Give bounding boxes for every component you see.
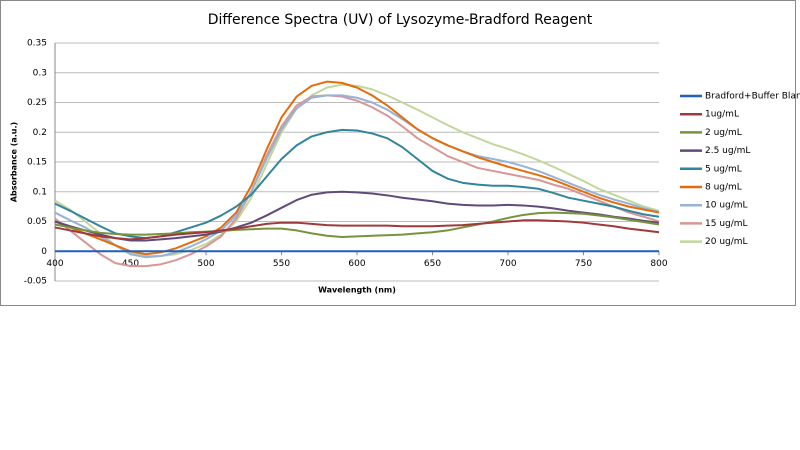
y-tick-label: 0 — [41, 247, 47, 257]
legend-label: 20 ug/mL — [705, 237, 748, 247]
x-tick-label: 650 — [424, 259, 441, 269]
x-tick-label: 500 — [197, 259, 214, 269]
legend-label: 1ug/mL — [705, 110, 739, 120]
legend-label: Bradford+Buffer Blank — [705, 92, 800, 102]
series-line — [54, 80, 660, 256]
x-tick-label: 800 — [650, 259, 667, 269]
x-tick-label: 400 — [46, 259, 63, 269]
y-tick-label: 0.2 — [33, 128, 47, 138]
y-tick-label: 0.25 — [27, 98, 47, 108]
series-line — [54, 190, 660, 242]
y-tick-label: 0.15 — [27, 158, 47, 168]
legend-label: 2.5 ug/mL — [705, 146, 750, 156]
y-axis-title: Absorbance (a.u.) — [10, 122, 19, 202]
legend-label: 8 ug/mL — [705, 183, 742, 193]
chart-frame — [0, 0, 796, 306]
x-tick-label: 450 — [122, 259, 139, 269]
series-line — [54, 94, 660, 268]
legend-label: 2 ug/mL — [705, 128, 742, 138]
y-tick-label: 0.35 — [27, 39, 47, 49]
series-line — [54, 211, 660, 238]
x-tick-label: 700 — [499, 259, 516, 269]
x-tick-label: 750 — [575, 259, 592, 269]
legend-label: 5 ug/mL — [705, 164, 742, 174]
y-tick-label: 0.3 — [33, 68, 47, 78]
legend-label: 15 ug/mL — [705, 219, 748, 229]
series-line — [54, 219, 660, 241]
x-tick-label: 550 — [273, 259, 290, 269]
chart-title: Difference Spectra (UV) of Lysozyme-Brad… — [208, 12, 593, 28]
x-axis-title: Wavelength (nm) — [318, 286, 396, 295]
y-tick-label: 0.1 — [33, 187, 47, 197]
x-tick-label: 600 — [348, 259, 365, 269]
legend-label: 10 ug/mL — [705, 201, 748, 211]
y-tick-label: -0.05 — [24, 277, 47, 287]
y-tick-label: 0.05 — [27, 217, 47, 227]
series-line — [54, 94, 660, 259]
